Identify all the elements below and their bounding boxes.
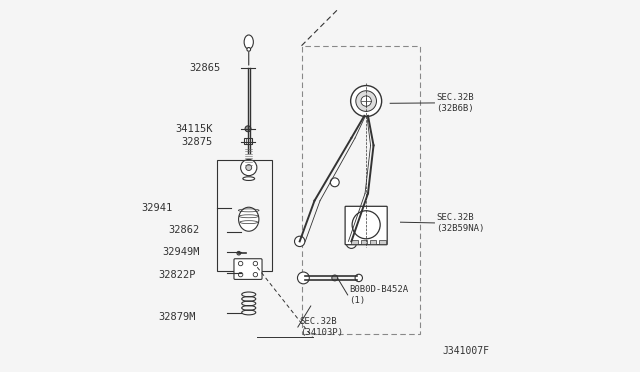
Circle shape xyxy=(247,48,251,51)
Text: SEC.32B
(34103P): SEC.32B (34103P) xyxy=(300,317,342,337)
Circle shape xyxy=(253,261,258,266)
Circle shape xyxy=(362,221,370,228)
Circle shape xyxy=(294,236,305,247)
FancyBboxPatch shape xyxy=(345,206,387,245)
Circle shape xyxy=(241,160,257,176)
Text: 32875: 32875 xyxy=(182,137,213,147)
Circle shape xyxy=(237,251,241,255)
Bar xyxy=(301,46,420,334)
Circle shape xyxy=(330,178,339,187)
Text: 32941: 32941 xyxy=(141,203,172,213)
Text: 32865: 32865 xyxy=(189,63,220,73)
Bar xyxy=(244,138,252,144)
Circle shape xyxy=(239,261,243,266)
Circle shape xyxy=(239,272,243,277)
Bar xyxy=(360,240,367,244)
Text: 32862: 32862 xyxy=(169,225,200,235)
Ellipse shape xyxy=(239,207,259,231)
Text: SEC.32B
(32B59NA): SEC.32B (32B59NA) xyxy=(436,213,484,233)
Circle shape xyxy=(253,272,258,277)
Circle shape xyxy=(357,216,375,234)
Bar xyxy=(379,240,386,244)
Ellipse shape xyxy=(243,177,255,180)
FancyBboxPatch shape xyxy=(234,259,262,279)
Text: 32879M: 32879M xyxy=(159,312,196,322)
Text: 34115K: 34115K xyxy=(175,124,213,134)
Circle shape xyxy=(351,86,381,116)
Text: J341007F: J341007F xyxy=(443,346,490,356)
Text: SEC.32B
(32B6B): SEC.32B (32B6B) xyxy=(436,93,474,113)
Circle shape xyxy=(355,274,362,282)
Circle shape xyxy=(356,91,376,112)
Bar xyxy=(216,160,272,271)
Circle shape xyxy=(245,126,251,132)
Circle shape xyxy=(246,164,252,170)
Text: 32949M: 32949M xyxy=(163,247,200,257)
Circle shape xyxy=(352,211,380,239)
Text: 32822P: 32822P xyxy=(159,270,196,280)
Bar xyxy=(370,240,376,244)
Circle shape xyxy=(346,238,356,248)
Circle shape xyxy=(332,275,338,281)
Text: B0B0D-B452A
(1): B0B0D-B452A (1) xyxy=(349,285,409,305)
Bar xyxy=(351,240,358,244)
Ellipse shape xyxy=(244,35,253,49)
Circle shape xyxy=(361,96,371,106)
Circle shape xyxy=(298,272,309,284)
